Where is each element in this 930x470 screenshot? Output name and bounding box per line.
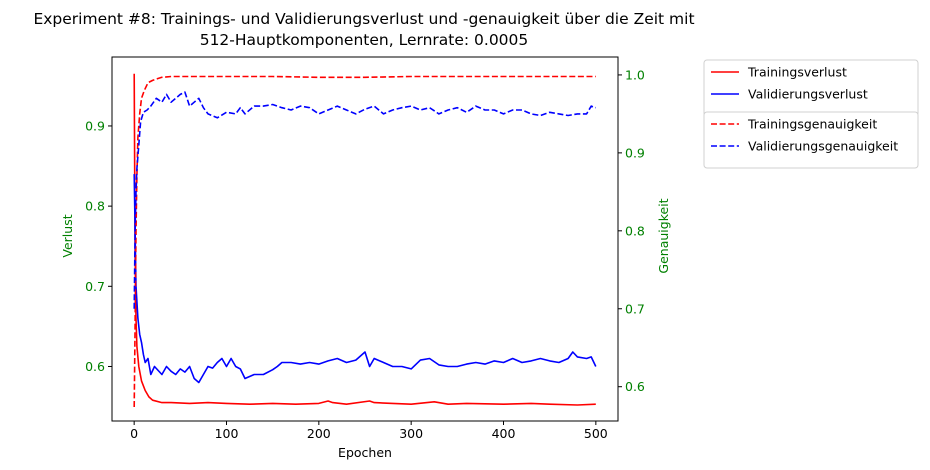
series-line-3 xyxy=(133,91,597,309)
y-right-tick-label-0: 0.6 xyxy=(625,379,645,394)
legend-label-0-0: Trainingsverlust xyxy=(747,65,847,80)
y-left-tick-label-1: 0.7 xyxy=(85,279,105,294)
y-left-tick-label-3: 0.9 xyxy=(85,118,105,133)
chart-subtitle: 512-Hauptkomponenten, Lernrate: 0.0005 xyxy=(200,31,529,49)
x-tick-label-0: 0 xyxy=(130,426,138,441)
plot-area xyxy=(133,73,597,408)
x-axis-label: Epochen xyxy=(338,445,392,460)
y-right-tick-label-3: 0.9 xyxy=(625,145,645,160)
plot-frame xyxy=(111,56,619,422)
y-left-tick-label-0: 0.6 xyxy=(85,359,105,374)
y-right-tick-label-2: 0.8 xyxy=(625,223,645,238)
legend-label-1-1: Validierungsgenauigkeit xyxy=(748,139,898,154)
y-axis-right-label: Genauigkeit xyxy=(656,198,671,273)
x-tick-label-1: 100 xyxy=(215,426,239,441)
chart-title: Experiment #8: Trainings- und Validierun… xyxy=(33,10,694,28)
series-line-2 xyxy=(133,75,596,408)
x-tick-label-5: 500 xyxy=(584,426,608,441)
legend-label-1-0: Trainingsgenauigkeit xyxy=(747,117,877,132)
y-right-tick-label-1: 0.7 xyxy=(625,301,645,316)
x-tick-label-3: 300 xyxy=(399,426,423,441)
legend-box-1 xyxy=(703,111,919,169)
y-right-tick-label-4: 1.0 xyxy=(625,67,645,82)
legend-label-0-1: Validierungsverlust xyxy=(748,87,868,102)
series-line-1 xyxy=(133,174,597,384)
x-tick-label-2: 200 xyxy=(307,426,331,441)
series-line-0 xyxy=(133,73,596,406)
legend: Trainingsverlust Validierungsverlust Train… xyxy=(703,59,919,169)
x-tick-label-4: 400 xyxy=(492,426,516,441)
y-left-tick-label-2: 0.8 xyxy=(85,199,105,214)
y-axis-left-label: Verlust xyxy=(60,214,75,257)
axes: 0 100 200 300 400 500 0.6 0.7 0.8 0.9 0.6 0.7 0.8 0.9… xyxy=(85,56,645,441)
